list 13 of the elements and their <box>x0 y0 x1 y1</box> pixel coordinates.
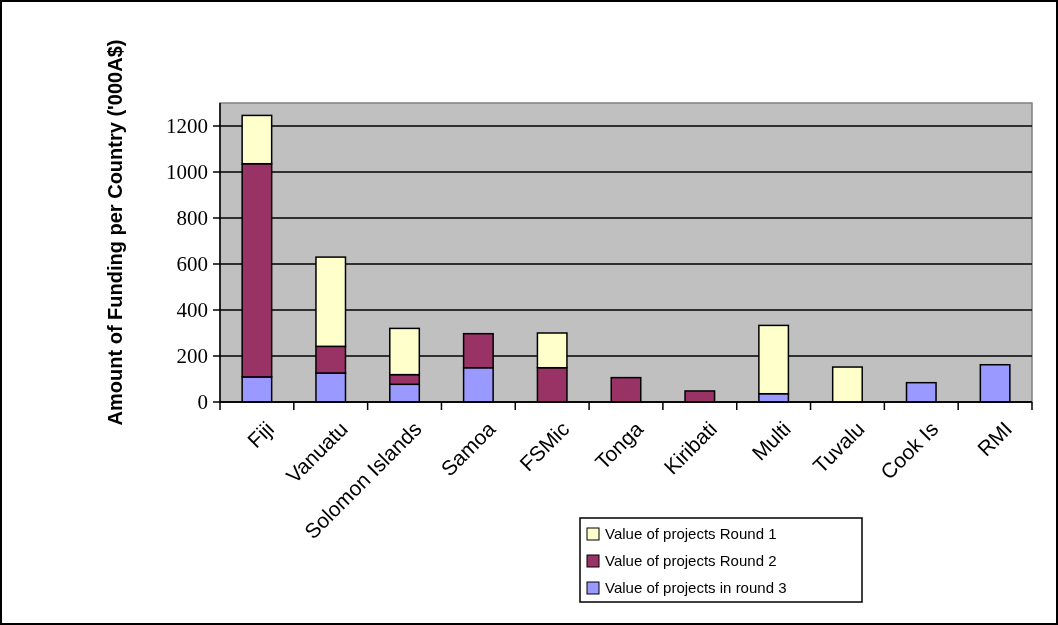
x-tick-label: Fiji <box>242 416 279 453</box>
legend-label: Value of projects Round 2 <box>605 552 777 570</box>
y-axis-title: Amount of Funding per Country ('000A$) <box>104 39 126 426</box>
legend-label: Value of projects Round 1 <box>605 525 777 543</box>
x-tick-label: RMI <box>972 416 1017 461</box>
y-tick-label: 800 <box>176 206 208 231</box>
legend-label: Value of projects in round 3 <box>605 579 787 597</box>
y-tick-label: 600 <box>176 252 208 277</box>
y-tick-label: 1000 <box>166 160 208 185</box>
y-tick-label: 200 <box>176 344 208 369</box>
y-tick-label: 0 <box>197 390 208 415</box>
y-tick-label: 400 <box>176 298 208 323</box>
y-tick-label: 1200 <box>166 114 208 139</box>
